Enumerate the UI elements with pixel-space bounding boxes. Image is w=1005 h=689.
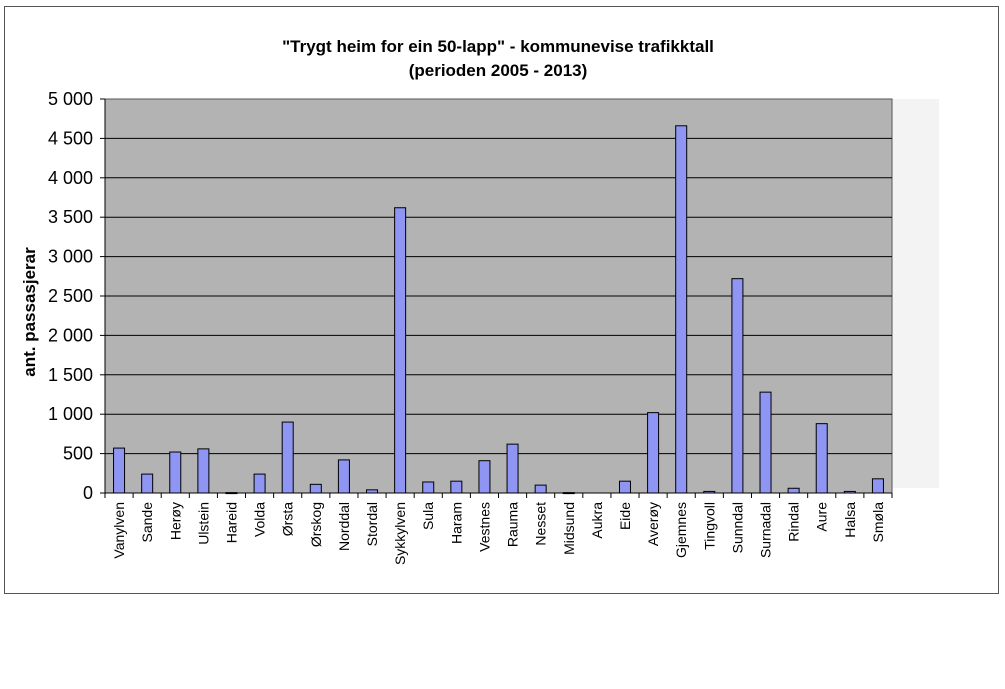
- bar-26: [815, 423, 828, 494]
- y-tick-label: 500: [63, 444, 93, 464]
- x-tick-label: Tingvoll: [701, 502, 717, 550]
- x-tick-label: Rindal: [786, 502, 802, 542]
- x-tick-label: Ørsta: [280, 502, 296, 536]
- bar-28: [871, 478, 884, 494]
- y-tick-label: 2 500: [48, 286, 93, 306]
- x-tick-label: Nesset: [533, 502, 549, 546]
- bar-21: [675, 125, 688, 494]
- x-tick-label: Aure: [814, 502, 830, 532]
- bar-19: [618, 480, 631, 494]
- bar-24: [759, 391, 772, 494]
- x-tick-label: Ørskog: [308, 502, 324, 547]
- y-tick-label: 3 500: [48, 207, 93, 227]
- x-tick-label: Smøla: [870, 502, 886, 543]
- y-tick-labels: 5 000 4 500 4 000 3 500 3 000 2 500 2 000 1 500…: [48, 89, 105, 503]
- bar-17: [562, 492, 575, 495]
- y-axis-label: ant. passasjerar: [20, 247, 39, 377]
- bar-6: [253, 473, 266, 494]
- bar-9: [337, 459, 350, 494]
- bar-3: [169, 451, 182, 494]
- bar-13: [450, 480, 463, 494]
- x-tick-label: Hareid: [223, 502, 239, 543]
- bar-7: [281, 421, 294, 494]
- bar-1: [113, 447, 126, 494]
- x-tick-label: Midsund: [561, 502, 577, 555]
- x-tick-label: Vanylven: [111, 502, 127, 559]
- bar-4: [197, 448, 210, 494]
- bar-20: [647, 412, 660, 494]
- y-tick-label: 0: [83, 483, 93, 503]
- x-tick-label: Volda: [252, 502, 268, 537]
- x-tick-label: Stordal: [364, 502, 380, 546]
- x-tick-label: Surnadal: [758, 502, 774, 558]
- y-tick-label: 4 000: [48, 168, 93, 188]
- right-pane: [891, 99, 939, 488]
- bar-5: [225, 492, 238, 495]
- y-tick-label: 2 000: [48, 325, 93, 345]
- x-tick-label: Sula: [420, 502, 436, 530]
- bar-15: [506, 443, 519, 494]
- bar-10: [366, 489, 379, 494]
- x-tick-label: Haram: [448, 502, 464, 544]
- bar-27: [843, 490, 856, 494]
- y-tick-label: 4 500: [48, 128, 93, 148]
- x-tick-label: Sykkylven: [392, 502, 408, 565]
- chart-subtitle: (perioden 2005 - 2013): [409, 61, 588, 80]
- bar-2: [141, 473, 154, 494]
- bar-8: [309, 483, 322, 494]
- x-tick-label: Halsa: [842, 502, 858, 538]
- x-tick-label: Ulstein: [195, 502, 211, 545]
- bar-14: [478, 460, 491, 494]
- y-tick-label: 3 000: [48, 247, 93, 267]
- bar-25: [787, 487, 800, 494]
- x-tick-label: Vestnes: [476, 502, 492, 552]
- bar-22: [703, 490, 716, 494]
- x-tick-label: Averøy: [645, 502, 661, 546]
- x-tick-label: Sunndal: [729, 502, 745, 553]
- bar-16: [534, 484, 547, 494]
- y-tick-label: 1 500: [48, 365, 93, 385]
- x-tick-label: Herøy: [167, 502, 183, 540]
- x-tick-label: Eide: [617, 502, 633, 530]
- chart-title: "Trygt heim for ein 50-lapp" - kommunevi…: [282, 37, 714, 56]
- bars: [113, 125, 884, 495]
- bar-12: [422, 481, 435, 494]
- x-tick-labels: Vanylven Sande Herøy Ulstein Hareid Volda Ørst…: [104, 493, 893, 565]
- x-tick-label: Sande: [139, 502, 155, 543]
- bar-23: [731, 278, 744, 494]
- bar-11: [394, 207, 407, 494]
- chart-frame: "Trygt heim for ein 50-lapp" - kommunevi…: [4, 6, 999, 594]
- y-tick-label: 5 000: [48, 89, 93, 109]
- x-tick-label: Rauma: [505, 502, 521, 547]
- y-tick-label: 1 000: [48, 404, 93, 424]
- x-tick-label: Aukra: [589, 502, 605, 539]
- bar-chart: "Trygt heim for ein 50-lapp" - kommunevi…: [20, 37, 939, 565]
- x-tick-label: Gjemnes: [673, 502, 689, 558]
- x-tick-label: Norddal: [336, 502, 352, 551]
